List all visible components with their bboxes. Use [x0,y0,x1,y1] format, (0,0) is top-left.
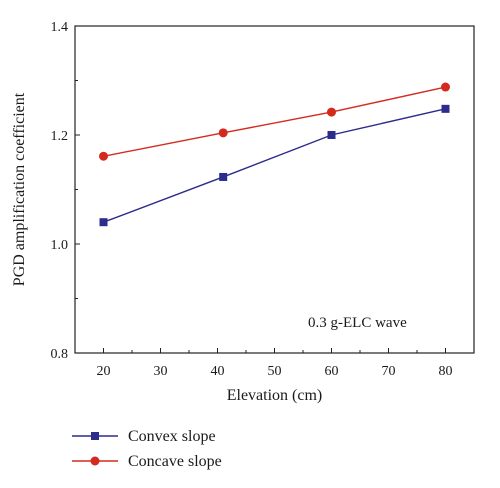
data-point-square [441,104,450,113]
x-tick-label: 70 [382,364,396,379]
legend-label: Convex slope [128,428,216,445]
legend-marker-square [91,432,99,440]
y-tick-label: 1.0 [51,238,69,253]
data-point-circle [218,128,228,138]
y-tick-label: 0.8 [51,347,69,362]
x-tick-label: 20 [97,364,111,379]
y-tick-label: 1.4 [51,20,69,35]
data-point-circle [441,82,450,92]
y-axis-label: PGD amplification coefficient [11,92,28,286]
x-tick-label: 80 [439,364,453,379]
x-tick-label: 60 [325,364,339,379]
y-tick-label: 1.2 [51,129,69,144]
data-point-circle [99,151,108,161]
data-point-square [99,218,108,227]
legend-label: Concave slope [128,453,222,470]
data-point-square [219,172,228,181]
plot-frame [74,25,475,354]
series-line-0 [103,108,446,223]
legend-marker-circle [90,456,100,466]
series-lines [103,86,446,223]
x-tick-label: 30 [154,364,168,379]
axis-ticks [75,25,446,354]
legend: Convex slope Concave slope [72,428,222,470]
axis-tick-labels: 20 30 40 50 60 70 80 0.8 1.0 1.2 1.4 [51,20,453,379]
x-tick-label: 40 [211,364,225,379]
x-axis-label: Elevation (cm) [227,387,323,404]
x-tick-label: 50 [268,364,282,379]
data-point-circle [327,107,336,117]
series-line-1 [103,86,446,157]
data-point-square [327,131,336,139]
data-markers [99,82,450,227]
chart-annotation: 0.3 g-ELC wave [308,315,407,331]
